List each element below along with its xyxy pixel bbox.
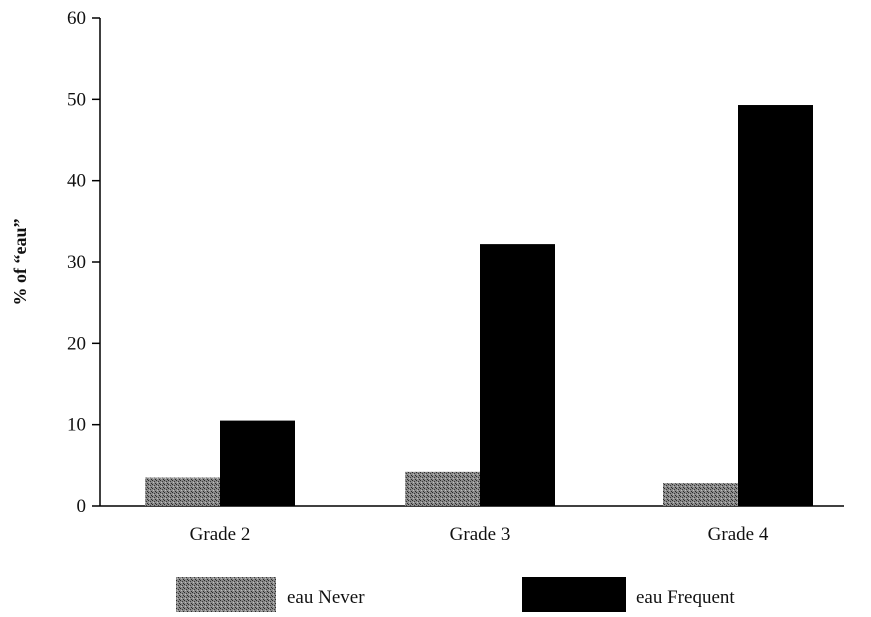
y-axis-label: % of “eau” xyxy=(10,219,30,306)
y-tick-label: 30 xyxy=(67,252,86,273)
legend-swatch-frequent xyxy=(522,577,626,613)
x-tick-label: Grade 3 xyxy=(450,524,511,545)
y-tick-label: 50 xyxy=(67,89,86,110)
axes xyxy=(99,18,844,507)
bar-eau-frequent xyxy=(480,244,555,506)
legend: eau Never eau Frequent xyxy=(176,577,735,613)
legend-swatch-never xyxy=(176,577,276,613)
y-tick-label: 10 xyxy=(67,415,86,436)
x-tick-labels: Grade 2 Grade 3 Grade 4 xyxy=(190,524,769,545)
legend-label-frequent: eau Frequent xyxy=(636,587,735,608)
legend-label-never: eau Never xyxy=(287,587,365,608)
y-tick-label: 0 xyxy=(77,496,87,517)
bar-eau-never xyxy=(145,477,220,506)
bar-eau-never xyxy=(405,471,480,506)
bar-eau-never xyxy=(663,483,738,506)
y-ticks: 0 10 20 30 40 50 60 xyxy=(67,8,100,517)
bars xyxy=(145,105,813,506)
y-tick-label: 20 xyxy=(67,333,86,354)
y-tick-label: 60 xyxy=(67,8,86,29)
bar-eau-frequent xyxy=(738,105,813,506)
y-tick-label: 40 xyxy=(67,171,86,192)
bar-eau-frequent xyxy=(220,420,295,506)
x-tick-label: Grade 4 xyxy=(708,524,769,545)
x-tick-label: Grade 2 xyxy=(190,524,251,545)
